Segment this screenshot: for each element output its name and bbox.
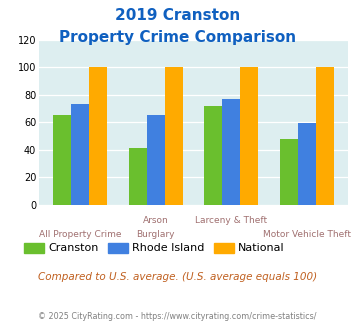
- Bar: [53, 115, 71, 205]
- Bar: [165, 67, 183, 205]
- Bar: [89, 67, 108, 205]
- Text: Compared to U.S. average. (U.S. average equals 100): Compared to U.S. average. (U.S. average …: [38, 272, 317, 282]
- Bar: [297, 123, 316, 205]
- Text: Larceny & Theft: Larceny & Theft: [195, 216, 267, 225]
- Bar: [147, 115, 165, 205]
- Bar: [279, 139, 297, 205]
- Text: All Property Crime: All Property Crime: [39, 230, 121, 239]
- Text: © 2025 CityRating.com - https://www.cityrating.com/crime-statistics/: © 2025 CityRating.com - https://www.city…: [38, 312, 317, 321]
- Bar: [240, 67, 258, 205]
- Bar: [129, 148, 147, 205]
- Bar: [222, 99, 240, 205]
- Text: Motor Vehicle Theft: Motor Vehicle Theft: [263, 230, 351, 239]
- Text: Arson: Arson: [143, 216, 169, 225]
- Text: Burglary: Burglary: [136, 230, 175, 239]
- Bar: [204, 106, 222, 205]
- Bar: [71, 104, 89, 205]
- Text: Property Crime Comparison: Property Crime Comparison: [59, 30, 296, 45]
- Bar: [316, 67, 334, 205]
- Text: 2019 Cranston: 2019 Cranston: [115, 8, 240, 23]
- Legend: Cranston, Rhode Island, National: Cranston, Rhode Island, National: [20, 238, 289, 258]
